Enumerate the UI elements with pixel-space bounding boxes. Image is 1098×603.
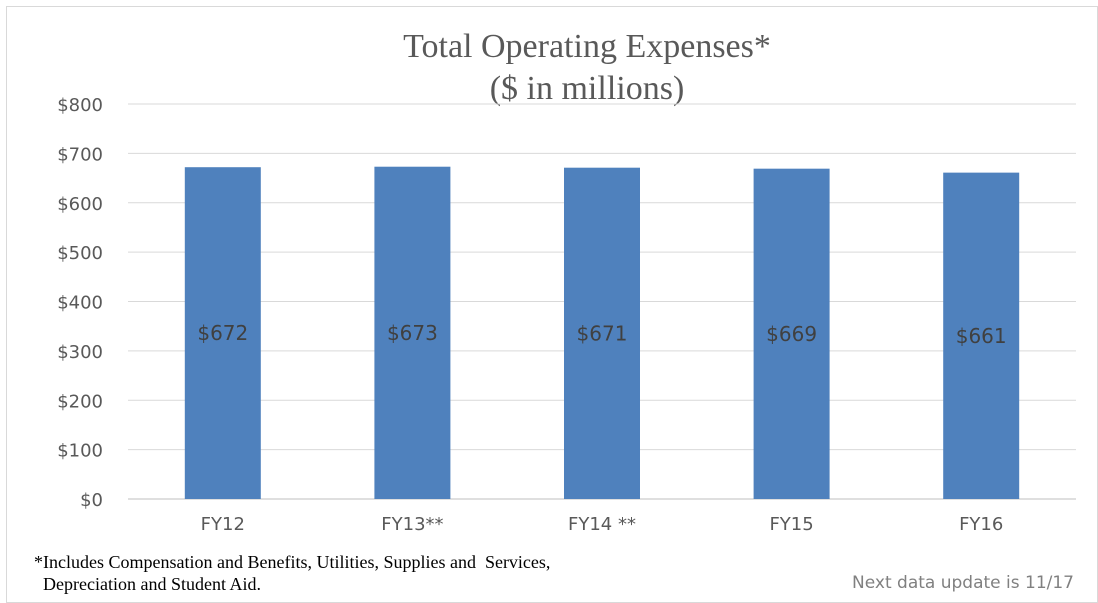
y-tick-label: $100 [57,441,103,462]
update-note: Next data update is 11/17 [852,573,1074,593]
chart-title-line-1: Total Operating Expenses* [403,28,771,65]
x-tick-label: FY13** [381,514,443,535]
data-label: $669 [766,322,817,346]
bar [753,168,830,499]
data-label: $671 [577,321,628,345]
data-label: $672 [197,321,248,345]
x-tick-label: FY15 [769,514,813,535]
footnote-line-1: *Includes Compensation and Benefits, Uti… [34,552,551,572]
y-tick-label: $700 [57,144,103,165]
data-label: $661 [956,324,1007,348]
data-label: $673 [387,321,438,345]
bar [374,166,451,500]
x-tick-label: FY16 [959,514,1003,535]
y-tick-label: $800 [57,95,103,116]
footnote: *Includes Compensation and Benefits, Uti… [34,551,550,595]
x-tick-label: FY14 ** [568,514,636,535]
y-tick-label: $300 [57,342,103,363]
chart-title-line-2: ($ in millions) [490,70,685,107]
x-tick-label: FY12 [201,514,245,535]
y-tick-label: $500 [57,243,103,264]
footnote-line-2: Depreciation and Student Aid. [34,574,261,594]
bar [184,167,261,499]
y-tick-label: $400 [57,293,103,314]
y-tick-label: $600 [57,194,103,215]
y-tick-label: $0 [80,490,103,511]
bar [943,172,1020,499]
y-tick-label: $200 [57,391,103,412]
bar [564,167,640,499]
